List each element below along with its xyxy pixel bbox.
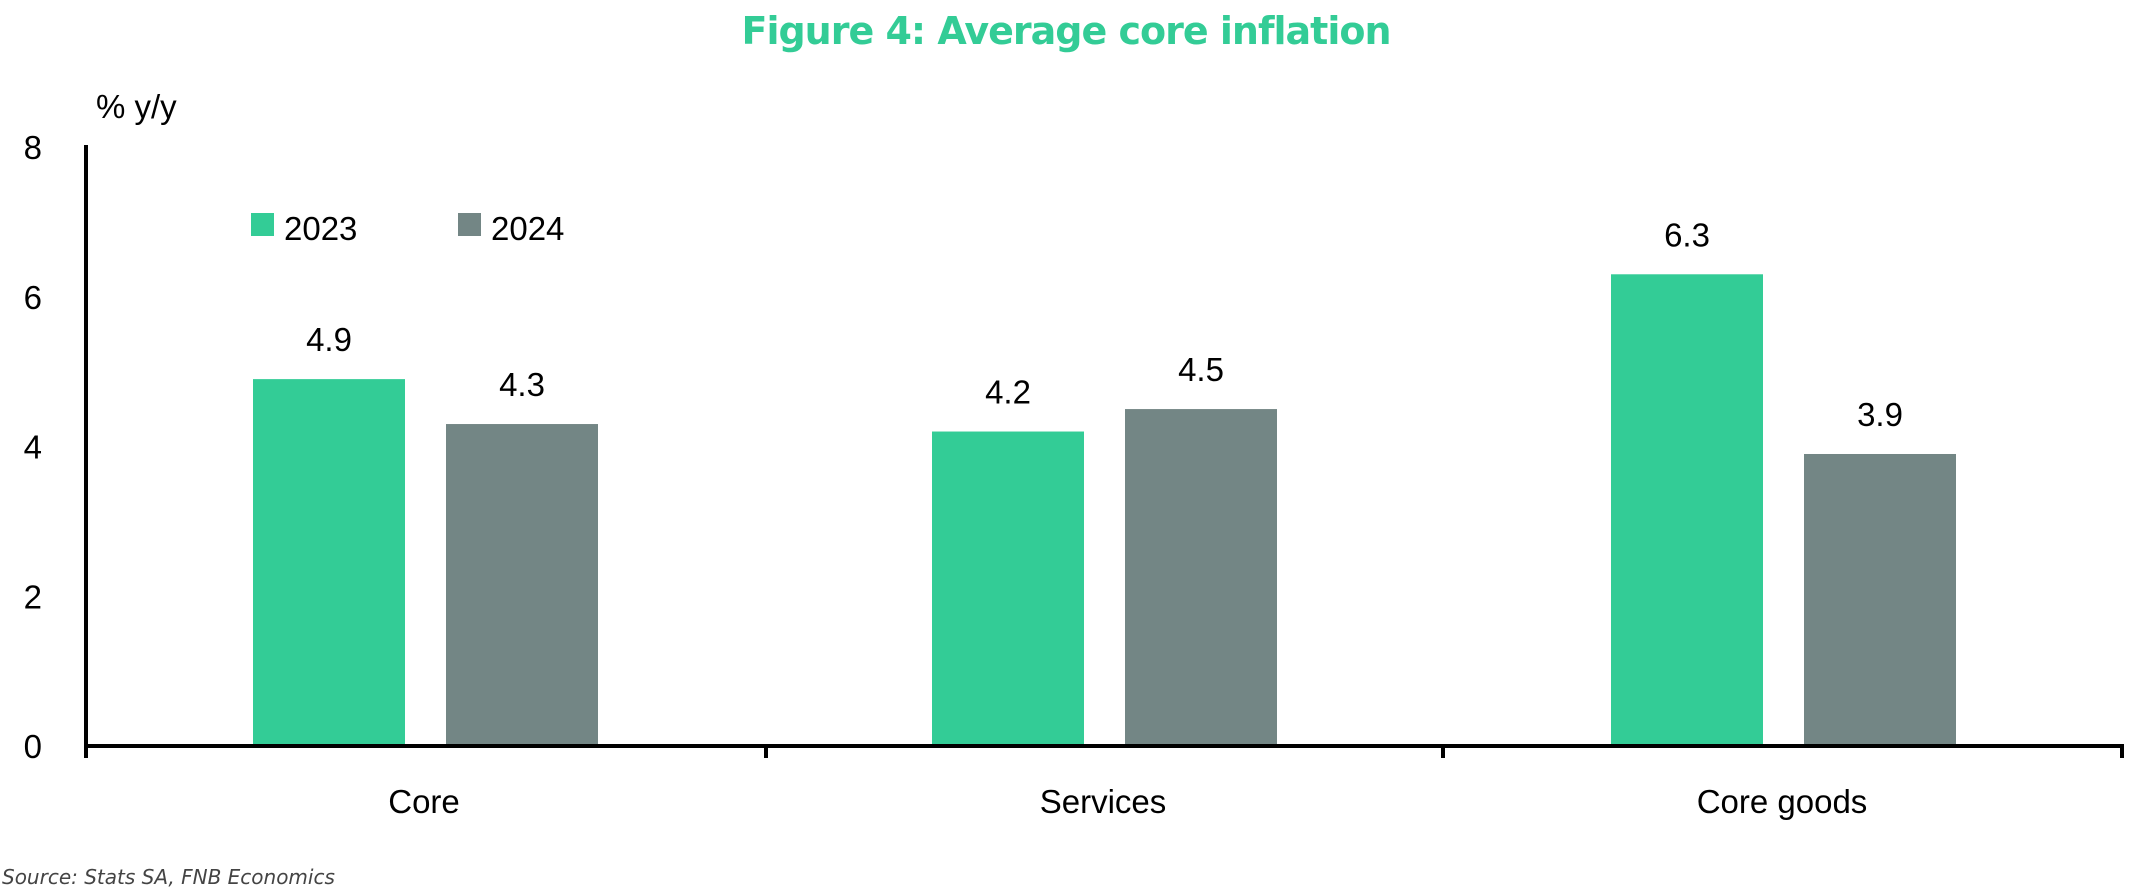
bar-2023-core [253,379,405,746]
legend-label: 2024 [491,210,564,247]
y-tick-label: 8 [24,129,42,166]
y-tick-label: 4 [24,429,42,466]
bars-group [253,274,1956,746]
chart-title: Figure 4: Average core inflation [741,9,1390,53]
legend: 2023 2024 [251,210,564,247]
source-note: Source: Stats SA, FNB Economics [2,865,335,889]
data-label: 6.3 [1664,216,1710,253]
legend-swatch-2024 [458,213,481,236]
y-tick-label: 2 [24,578,42,615]
data-label: 3.9 [1857,396,1903,433]
axes-group [84,145,2124,758]
x-tick-label: Services [1040,783,1167,820]
data-label: 4.2 [985,374,1031,411]
x-tick-label: Core [388,783,460,820]
y-axis-ticks: 0 2 4 6 8 [24,129,42,765]
data-label: 4.5 [1178,351,1224,388]
data-label: 4.9 [306,321,352,358]
bar-2023-services [932,431,1084,746]
bar-2024-core [446,424,598,746]
bar-2024-services [1125,409,1277,746]
y-axis-label: % y/y [96,88,177,125]
y-tick-label: 0 [24,728,42,765]
x-tick-label: Core goods [1697,783,1868,820]
y-tick-label: 6 [24,279,42,316]
bar-2023-core-goods [1611,274,1763,746]
x-axis-ticks: Core Services Core goods [388,783,1867,820]
legend-swatch-2023 [251,213,274,236]
legend-label: 2023 [284,210,357,247]
data-label: 4.3 [499,366,545,403]
bar-2024-core-goods [1804,453,1956,746]
data-labels-group: 4.9 4.2 6.3 4.3 4.5 3.9 [306,216,1903,433]
